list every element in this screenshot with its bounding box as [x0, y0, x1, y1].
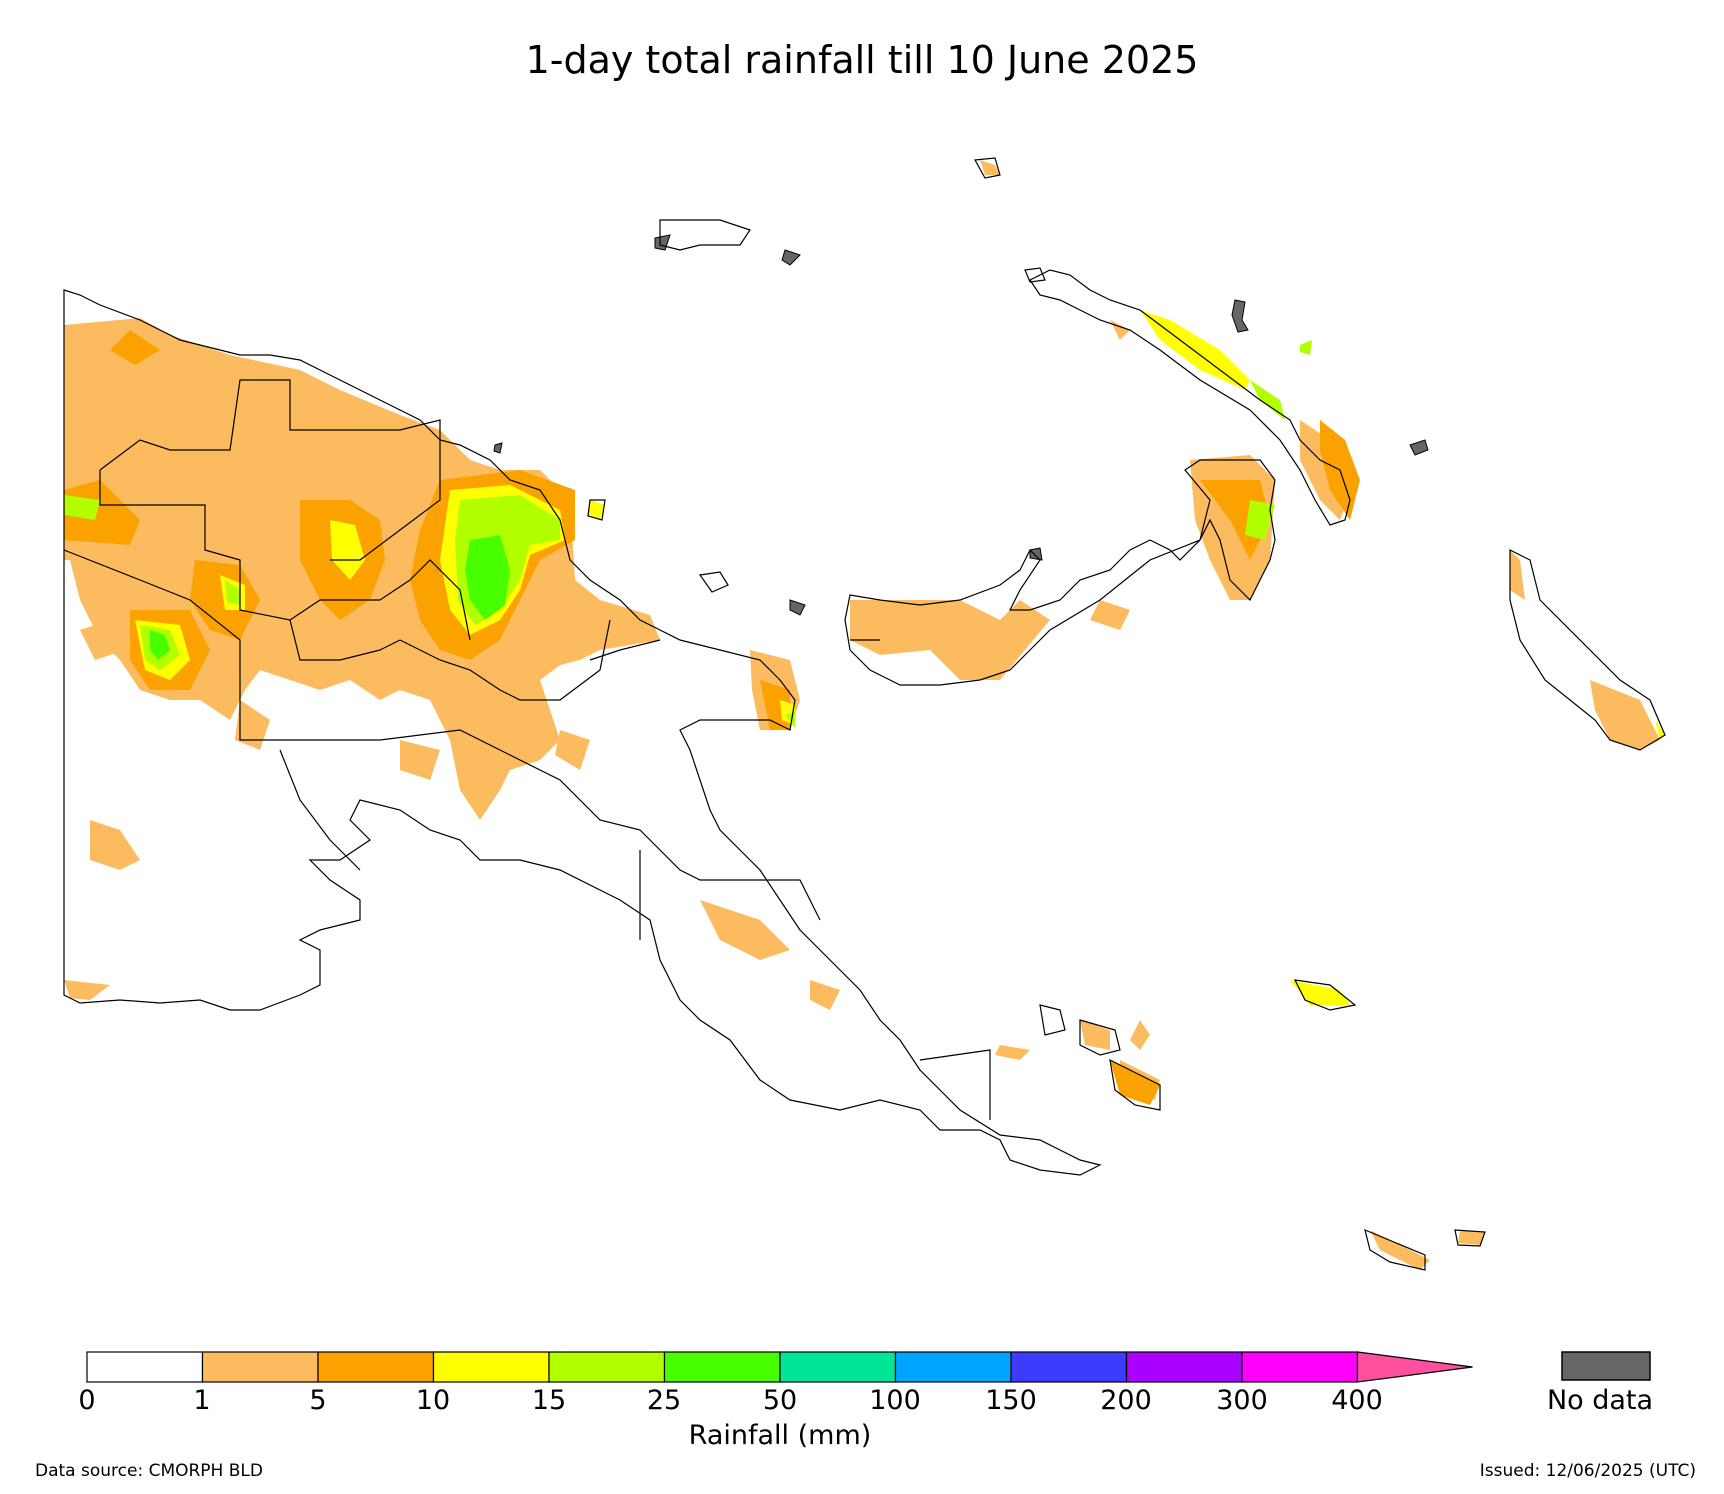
colorbar-tick-8: 150: [985, 1385, 1037, 1416]
colorbar-box-1: [201, 1351, 319, 1383]
map-title: 1-day total rainfall till 10 June 2025: [525, 38, 1199, 82]
colorbar: [86, 1351, 1473, 1383]
colorbar-box-5: [663, 1351, 781, 1383]
colorbar-tick-11: 400: [1331, 1385, 1383, 1416]
colorbar-box-10: [1241, 1351, 1359, 1383]
colorbar-tick-5: 25: [646, 1385, 682, 1416]
colorbar-tick-10: 300: [1216, 1385, 1268, 1416]
colorbar-box-4: [548, 1351, 666, 1383]
no-data-areas: [493, 234, 1429, 616]
colorbar-box-7: [894, 1351, 1012, 1383]
colorbar-extend-arrow: [1356, 1351, 1473, 1383]
rain-1-5mm: [64, 160, 1660, 1270]
province-borders: [63, 379, 991, 1120]
colorbar-box-9: [1125, 1351, 1243, 1383]
coastlines: [63, 157, 1666, 1271]
colorbar-box-6: [779, 1351, 897, 1383]
colorbar-tick-7: 100: [869, 1385, 921, 1416]
colorbar-label: Rainfall (mm): [688, 1420, 872, 1451]
data-source: Data source: CMORPH BLD: [35, 1461, 263, 1481]
colorbar-box-3: [432, 1351, 550, 1383]
colorbar-box-8: [1010, 1351, 1128, 1383]
colorbar-tick-6: 50: [762, 1385, 798, 1416]
no-data-swatch: [1561, 1351, 1651, 1381]
colorbar-tick-1: 1: [193, 1385, 211, 1416]
colorbar-box-2: [317, 1351, 435, 1383]
colorbar-box-0: [86, 1351, 204, 1383]
colorbar-tick-2: 5: [309, 1385, 327, 1416]
colorbar-tick-0: 0: [78, 1385, 96, 1416]
no-data-label: No data: [1546, 1385, 1654, 1416]
colorbar-tick-9: 200: [1100, 1385, 1152, 1416]
colorbar-tick-4: 15: [531, 1385, 567, 1416]
issued-date: Issued: 12/06/2025 (UTC): [1479, 1461, 1696, 1481]
rain-25-50mm: [150, 535, 510, 660]
colorbar-tick-3: 10: [415, 1385, 451, 1416]
